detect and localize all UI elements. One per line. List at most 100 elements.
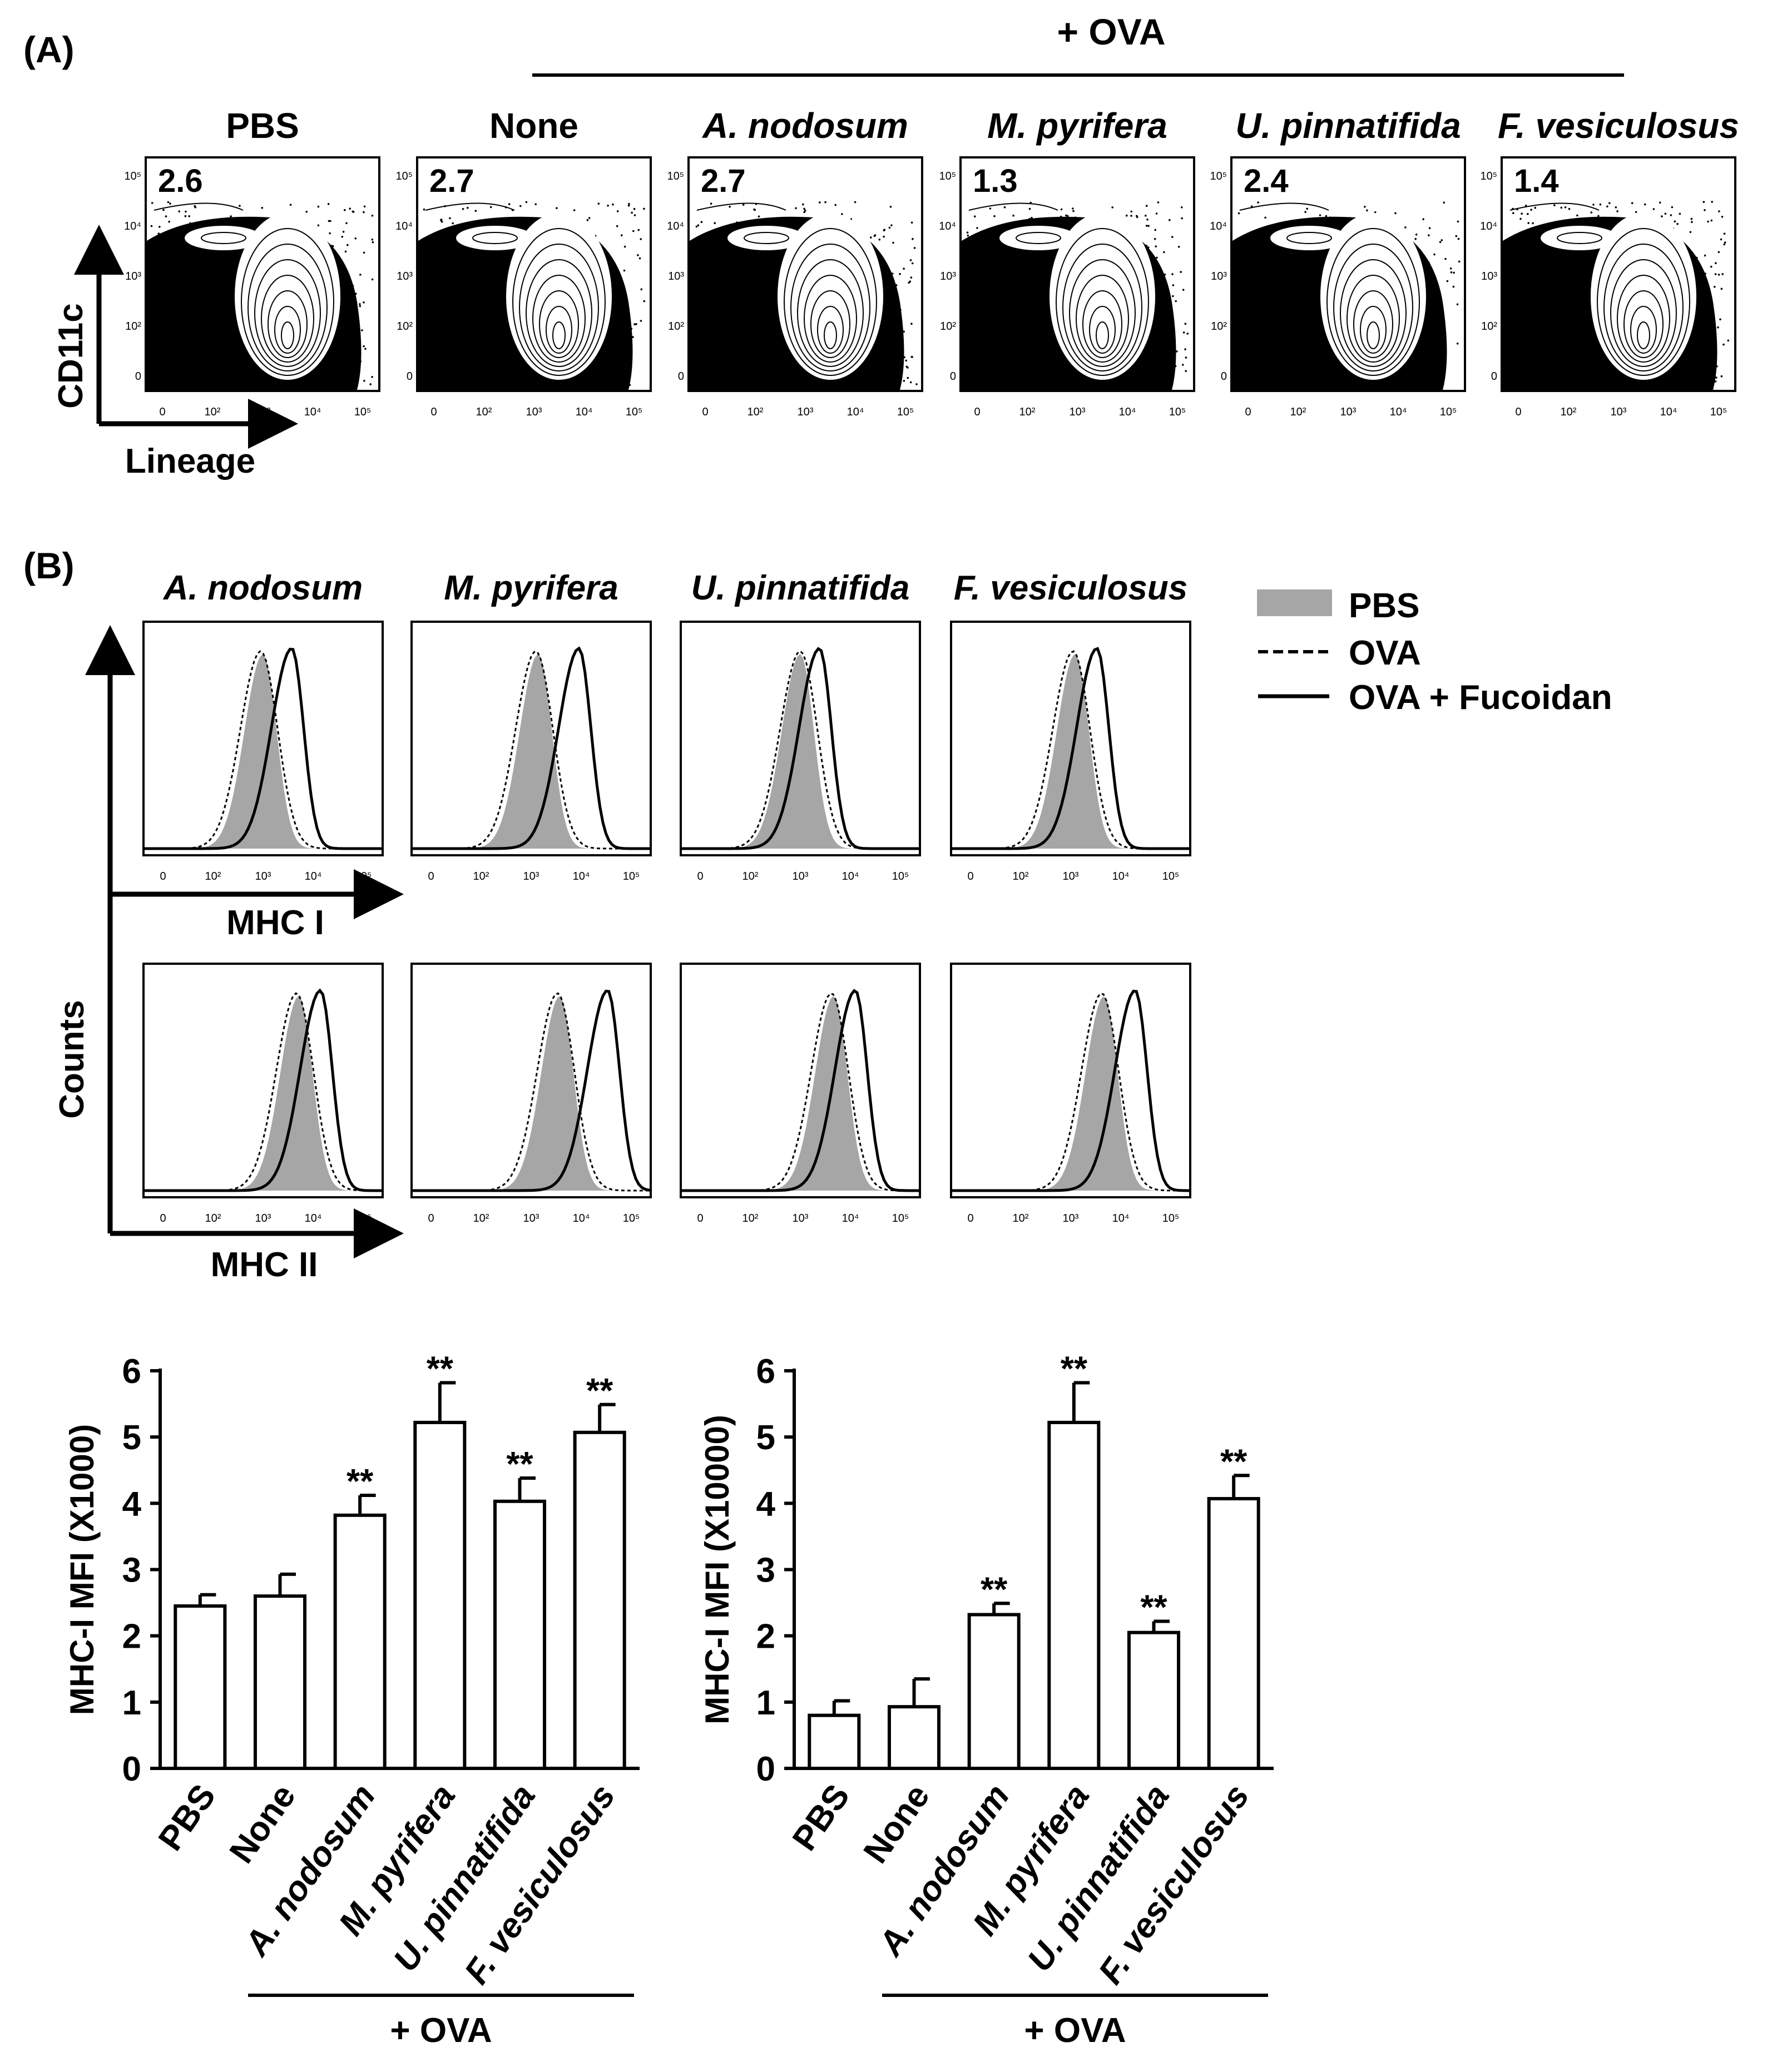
flow-plot-dot xyxy=(1146,219,1149,221)
flow-plot-dot xyxy=(444,355,446,358)
histogram-xtick: 0 xyxy=(697,870,703,883)
flow-plot-dot xyxy=(363,301,365,304)
flow-plot-dot xyxy=(194,258,197,260)
flow-plot-xtick: 10³ xyxy=(798,406,814,418)
flow-plot-dot xyxy=(1682,380,1685,383)
flow-plot-dot xyxy=(638,257,641,260)
flow-plot-dot xyxy=(993,215,996,217)
flow-plot-dot xyxy=(230,215,232,217)
bar-category-label: None xyxy=(222,1777,303,1870)
flow-plot-dot xyxy=(1304,264,1306,266)
flow-plot-dot xyxy=(980,287,982,290)
flow-plot-dot xyxy=(1159,376,1162,379)
flow-plot-dot xyxy=(772,271,774,274)
histogram-xtick: 10⁵ xyxy=(892,1212,909,1225)
bar-significance: ** xyxy=(1140,1588,1167,1627)
flow-plot-dot xyxy=(514,378,517,380)
flow-plot-dot xyxy=(1147,225,1150,227)
flow-plot-dot xyxy=(231,279,234,281)
flow-plot-dot xyxy=(503,261,506,263)
flow-plot-dot xyxy=(1026,338,1028,340)
flow-plot-dot xyxy=(1581,267,1583,270)
flow-plot-dot xyxy=(611,299,613,302)
flow-plot-dot xyxy=(164,243,166,245)
flow-plot-dot xyxy=(1029,311,1032,313)
flow-plot-dot xyxy=(819,380,822,383)
flow-plot-dot xyxy=(728,310,730,312)
flow-plot-title: None xyxy=(489,106,578,146)
histogram-xtick: 10⁴ xyxy=(842,870,859,883)
flow-plot-dot xyxy=(766,320,769,323)
flow-plot-dot xyxy=(729,206,731,208)
flow-plot-dot xyxy=(155,366,157,368)
flow-plot-dot xyxy=(224,332,226,334)
flow-plot-dot xyxy=(1704,272,1706,275)
flow-plot-dot xyxy=(1028,276,1031,279)
flow-plot-dot xyxy=(1154,237,1156,240)
flow-plot-dot xyxy=(219,370,221,372)
flow-plot-dot xyxy=(725,367,727,370)
bar-chart-ytick-label: 2 xyxy=(122,1618,141,1656)
bar xyxy=(573,1430,626,1770)
flow-plot-frame xyxy=(1230,156,1466,392)
flow-plot-dot xyxy=(1154,372,1156,375)
flow-plot-dot xyxy=(1519,311,1522,314)
flow-plot-dot xyxy=(1299,357,1302,360)
bar xyxy=(1127,1630,1181,1770)
flow-plot-dot xyxy=(637,254,639,256)
flow-plot-dot xyxy=(748,332,750,335)
flow-plot-dot xyxy=(452,222,454,225)
panel-a-label: (A) xyxy=(23,29,75,70)
flow-plot-dot xyxy=(450,289,453,291)
flow-plot-dot xyxy=(350,351,353,354)
flow-plot-dot xyxy=(1122,380,1125,383)
flow-plot-dot xyxy=(1586,264,1588,266)
flow-plot-dc-population xyxy=(727,226,805,250)
flow-plot-dot xyxy=(1145,205,1148,207)
flow-plot-dot xyxy=(1301,313,1303,315)
flow-plot-dot xyxy=(751,250,754,252)
flow-plot-dot xyxy=(714,364,716,366)
flow-plot-dot xyxy=(1294,348,1296,350)
histogram-xtick: 10² xyxy=(1013,1212,1029,1225)
histogram-xtick: 10⁴ xyxy=(1112,870,1130,883)
flow-plot-dot xyxy=(695,225,698,228)
flow-plot-dot xyxy=(704,335,706,338)
flow-plot-dot xyxy=(700,221,703,224)
flow-plot-dot xyxy=(1237,344,1240,346)
flow-plot-dot xyxy=(1269,249,1271,252)
flow-plot-dot xyxy=(1555,318,1557,320)
flow-plot-dot xyxy=(621,374,623,376)
flow-plot-dot xyxy=(344,325,346,328)
flow-plot-dot xyxy=(1130,210,1132,213)
flow-plot-dot xyxy=(597,202,600,205)
flow-plot-dot xyxy=(492,254,494,256)
flow-plot-dot xyxy=(969,261,972,264)
flow-plot-dot xyxy=(165,215,167,217)
flow-plot-dot xyxy=(886,298,889,300)
flow-plot-dot xyxy=(175,369,177,372)
flow-plot-dot xyxy=(1691,221,1693,224)
flow-plot-dot xyxy=(1710,219,1713,222)
flow-plot-dot xyxy=(750,363,753,365)
flow-plot-dot xyxy=(870,236,872,239)
flow-plot-dc-population xyxy=(1541,226,1618,250)
flow-plot-dot xyxy=(184,215,187,217)
flow-plot-dot xyxy=(578,380,581,383)
flow-plot-dot xyxy=(355,293,357,295)
flow-plot-dot xyxy=(1708,359,1711,361)
flow-plot-dot xyxy=(163,251,166,254)
flow-plot-dot xyxy=(899,272,901,275)
flow-plot-dot xyxy=(834,204,836,206)
flow-plot-ytick: 10³ xyxy=(397,270,413,282)
bar-chart-ytick-label: 2 xyxy=(756,1618,775,1656)
flow-plot-dot xyxy=(327,361,329,364)
flow-plot-dot xyxy=(1329,224,1332,227)
flow-plot-dot xyxy=(910,276,913,279)
flow-plot-dot xyxy=(706,365,709,368)
flow-plot-dot xyxy=(1156,368,1159,371)
flow-plot-dot xyxy=(573,209,576,211)
flow-plot-dot xyxy=(1457,220,1459,223)
flow-plot-dot xyxy=(1364,206,1366,208)
flow-plot-contour xyxy=(797,259,864,367)
